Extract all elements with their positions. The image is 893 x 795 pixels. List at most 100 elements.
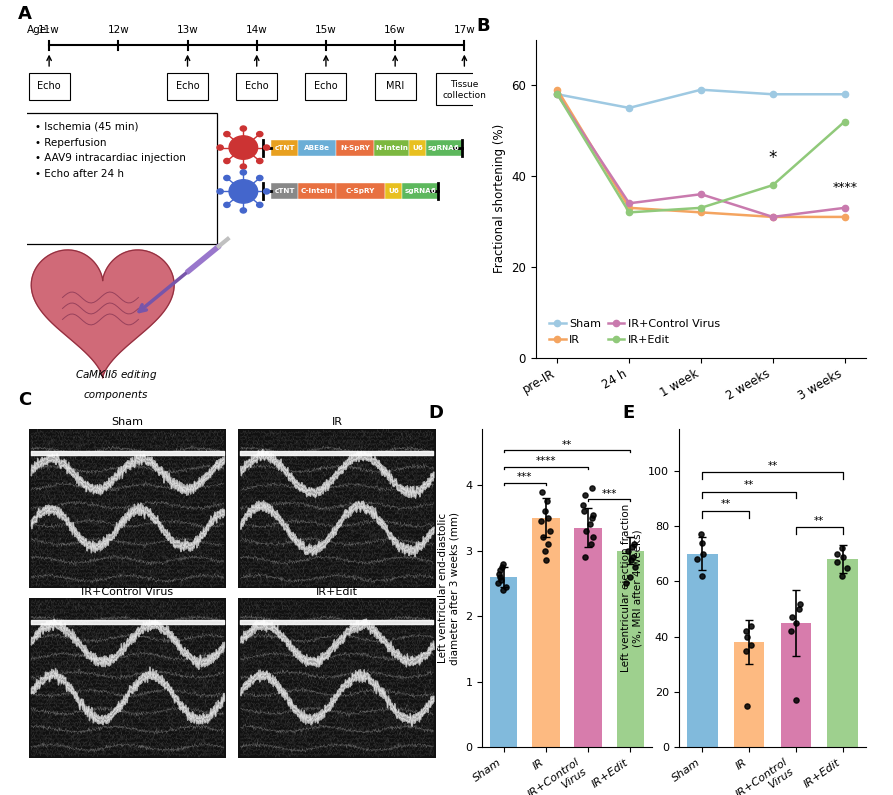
Text: D: D [428, 404, 443, 422]
Legend: Sham, IR, IR+Control Virus, IR+Edit: Sham, IR, IR+Control Virus, IR+Edit [545, 315, 724, 349]
Point [586, 508, 600, 521]
Point [743, 619, 757, 632]
Sham [839, 90, 850, 99]
Point [784, 625, 798, 638]
Point [739, 625, 754, 638]
Line: IR+Control Virus: IR+Control Virus [555, 91, 847, 220]
IR+Edit [696, 203, 706, 212]
Text: 15w: 15w [315, 25, 337, 35]
IR [624, 203, 635, 212]
FancyBboxPatch shape [436, 73, 493, 105]
FancyBboxPatch shape [298, 139, 336, 156]
Point [496, 584, 510, 596]
Point [785, 611, 799, 624]
IR [839, 212, 850, 222]
FancyBboxPatch shape [271, 184, 298, 200]
Point [623, 554, 638, 567]
FancyBboxPatch shape [403, 184, 438, 200]
Text: N-Intein: N-Intein [375, 145, 408, 150]
Text: **: ** [814, 516, 824, 526]
Text: 12w: 12w [107, 25, 129, 35]
Point [538, 545, 552, 557]
Point [535, 485, 549, 498]
Point [629, 560, 643, 573]
Circle shape [240, 170, 246, 175]
Bar [490, 577, 517, 747]
Point [576, 498, 590, 511]
Text: Sham: Sham [112, 417, 144, 428]
Text: 11w: 11w [38, 25, 60, 35]
IR+Control Virus [552, 90, 563, 99]
Text: U6: U6 [388, 188, 399, 195]
Text: 14w: 14w [246, 25, 268, 35]
Text: sgRNA6: sgRNA6 [405, 188, 436, 195]
Text: MRI: MRI [386, 81, 405, 91]
Circle shape [263, 145, 270, 150]
Circle shape [224, 158, 230, 164]
Text: sgRNA6: sgRNA6 [428, 145, 460, 150]
Text: N-SpRY: N-SpRY [340, 145, 370, 150]
Text: IR+Edit: IR+Edit [316, 587, 358, 597]
Text: $CaMKII\delta$ editing: $CaMKII\delta$ editing [75, 367, 157, 382]
Y-axis label: Left ventricular end-diastolic
diameter after 3 weeks (mm): Left ventricular end-diastolic diameter … [438, 512, 460, 665]
Point [835, 569, 849, 582]
FancyBboxPatch shape [374, 139, 409, 156]
IR+Edit [624, 207, 635, 217]
Text: IR: IR [331, 417, 342, 428]
Point [577, 505, 591, 518]
Circle shape [240, 208, 246, 213]
Point [583, 518, 597, 531]
Point [619, 577, 633, 590]
Text: A: A [18, 5, 32, 23]
Point [695, 569, 709, 582]
FancyBboxPatch shape [336, 184, 386, 200]
Text: Echo: Echo [176, 81, 199, 91]
Point [585, 482, 599, 494]
Point [625, 551, 639, 564]
Y-axis label: Fractional shortening (%): Fractional shortening (%) [493, 124, 505, 273]
Sham [624, 103, 635, 113]
Circle shape [217, 189, 223, 194]
Bar [617, 551, 644, 747]
Point [622, 545, 636, 557]
Sham [696, 85, 706, 95]
Text: Tissue
collection: Tissue collection [442, 80, 487, 100]
Point [491, 577, 505, 590]
Point [789, 694, 804, 707]
IR [696, 207, 706, 217]
FancyBboxPatch shape [167, 73, 208, 99]
FancyBboxPatch shape [238, 429, 436, 588]
Point [495, 574, 509, 587]
FancyBboxPatch shape [305, 73, 346, 99]
Text: *: * [769, 149, 777, 167]
FancyBboxPatch shape [29, 73, 70, 99]
Line: IR: IR [555, 87, 847, 220]
Text: C-SpRY: C-SpRY [346, 188, 375, 195]
Point [836, 550, 850, 563]
Point [492, 567, 506, 580]
Sham [552, 90, 563, 99]
Circle shape [256, 158, 263, 164]
Point [740, 700, 755, 712]
Text: U6: U6 [412, 145, 423, 150]
Point [536, 531, 550, 544]
Circle shape [229, 180, 257, 204]
Text: **: ** [562, 440, 572, 450]
Line: Sham: Sham [555, 87, 847, 111]
Point [539, 495, 554, 508]
Text: 16w: 16w [384, 25, 406, 35]
FancyBboxPatch shape [24, 113, 217, 245]
IR+Edit [839, 117, 850, 126]
IR+Control Virus [839, 203, 850, 212]
Point [496, 557, 510, 570]
FancyBboxPatch shape [375, 73, 416, 99]
Text: ***: *** [517, 472, 532, 483]
Text: C: C [19, 391, 32, 409]
FancyBboxPatch shape [426, 139, 462, 156]
Point [792, 603, 806, 615]
Text: ***: *** [602, 489, 617, 498]
Circle shape [229, 136, 257, 159]
Point [534, 514, 548, 527]
Point [540, 511, 555, 524]
Text: 13w: 13w [177, 25, 198, 35]
